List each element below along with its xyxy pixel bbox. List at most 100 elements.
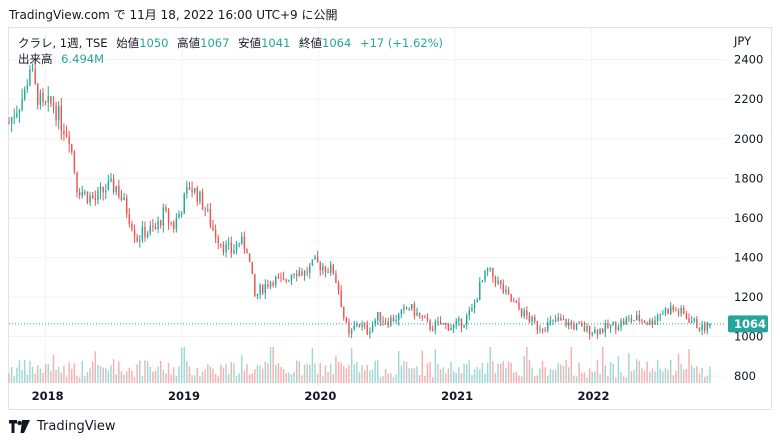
volume-bar <box>492 361 494 383</box>
volume-bar <box>243 370 246 383</box>
volume-bar <box>560 364 562 383</box>
volume-bar <box>141 376 144 383</box>
candle-body <box>601 328 604 333</box>
volume-bar <box>29 360 31 383</box>
candle-body <box>635 315 638 321</box>
volume-bar <box>358 372 361 383</box>
volume-bar <box>567 367 570 383</box>
candle-body <box>400 309 403 315</box>
volume-bar <box>452 370 455 383</box>
candle-body <box>298 271 301 276</box>
volume-bar <box>105 368 107 383</box>
volume-bar <box>214 373 217 383</box>
candle-body <box>604 323 607 333</box>
volume-bar <box>272 347 274 383</box>
candle-body <box>484 270 486 281</box>
currency-label: JPY <box>733 34 752 48</box>
candle-body <box>492 267 494 278</box>
candle-body <box>596 329 599 335</box>
candle-body <box>165 207 167 211</box>
candle-body <box>703 324 706 331</box>
volume-bar <box>502 361 505 383</box>
x-tick-label: 2020 <box>304 389 336 403</box>
volume-value: 6.494M <box>61 52 105 66</box>
volume-bar <box>112 359 115 383</box>
candle-body <box>199 191 201 202</box>
candle-body <box>84 191 86 193</box>
candle-body <box>322 266 324 271</box>
candle-body <box>23 89 26 100</box>
candle-body <box>139 239 141 241</box>
candle-body <box>646 322 648 325</box>
volume-bar <box>94 351 97 383</box>
volume-bar <box>390 373 392 383</box>
candle-body <box>18 109 21 113</box>
candle-body <box>662 313 664 315</box>
volume-bar <box>690 365 693 383</box>
volume-bar <box>615 377 617 383</box>
candle-body <box>275 276 277 286</box>
candle-body <box>507 289 510 295</box>
candle-body <box>638 315 641 321</box>
volume-bar <box>91 361 94 383</box>
candle-body <box>565 319 567 327</box>
candle-body <box>659 314 661 316</box>
candle-body <box>541 329 544 331</box>
volume-bar <box>513 372 515 383</box>
candle-body <box>37 83 39 105</box>
candle-body <box>112 178 115 192</box>
volume-bar <box>515 371 518 383</box>
candle-body <box>628 318 630 320</box>
last-price-tag: 1064 <box>728 315 768 333</box>
candle-body <box>431 329 434 331</box>
candle-body <box>212 226 214 231</box>
candle-body <box>29 69 31 86</box>
volume-bar <box>65 376 68 383</box>
candle-body <box>76 171 78 193</box>
volume-bar <box>298 361 301 383</box>
candle-body <box>316 256 319 263</box>
candle-body <box>486 268 489 271</box>
candle-body <box>505 289 507 293</box>
publish-header: TradingView.com で 11月 18, 2022 16:00 UTC… <box>9 8 338 22</box>
volume-bar <box>507 361 510 383</box>
candle-body <box>60 106 63 131</box>
candle-body <box>350 329 353 334</box>
volume-bar <box>282 369 285 383</box>
volume-row: 出来高 6.494M <box>18 51 443 67</box>
last-price-tag-text: 1064 <box>734 317 766 331</box>
volume-bar <box>39 368 42 383</box>
volume-bar <box>188 366 191 383</box>
brand-name: TradingView <box>37 419 116 434</box>
volume-bar <box>16 367 18 383</box>
candle-body <box>282 277 285 280</box>
candle-body <box>162 207 165 226</box>
candle-body <box>57 106 60 121</box>
candle-body <box>554 319 557 322</box>
volume-bar <box>241 355 243 383</box>
volume-bar <box>442 367 444 383</box>
volume-bars <box>8 347 711 383</box>
volume-bar <box>612 363 614 383</box>
candle-body <box>688 318 690 323</box>
candle-body <box>204 209 206 211</box>
volume-bar <box>473 369 476 383</box>
candle-body <box>209 208 212 227</box>
candle-body <box>71 144 73 153</box>
volume-bar <box>468 360 471 383</box>
volume-bar <box>581 372 583 383</box>
volume-bar <box>89 367 91 383</box>
candle-body <box>277 276 280 278</box>
candle-body <box>123 197 125 200</box>
footer-brand[interactable]: TradingView <box>9 419 116 434</box>
volume-bar <box>630 371 633 383</box>
volume-bar <box>31 366 34 383</box>
price-axis: 800 1000 1200 1400 1600 1800 2000 2200 2400 <box>734 53 763 383</box>
volume-bar <box>664 367 667 383</box>
candle-body <box>97 190 99 201</box>
volume-bar <box>439 369 442 383</box>
volume-bar <box>565 359 567 383</box>
volume-bar <box>578 362 580 383</box>
candle-body <box>125 197 128 214</box>
